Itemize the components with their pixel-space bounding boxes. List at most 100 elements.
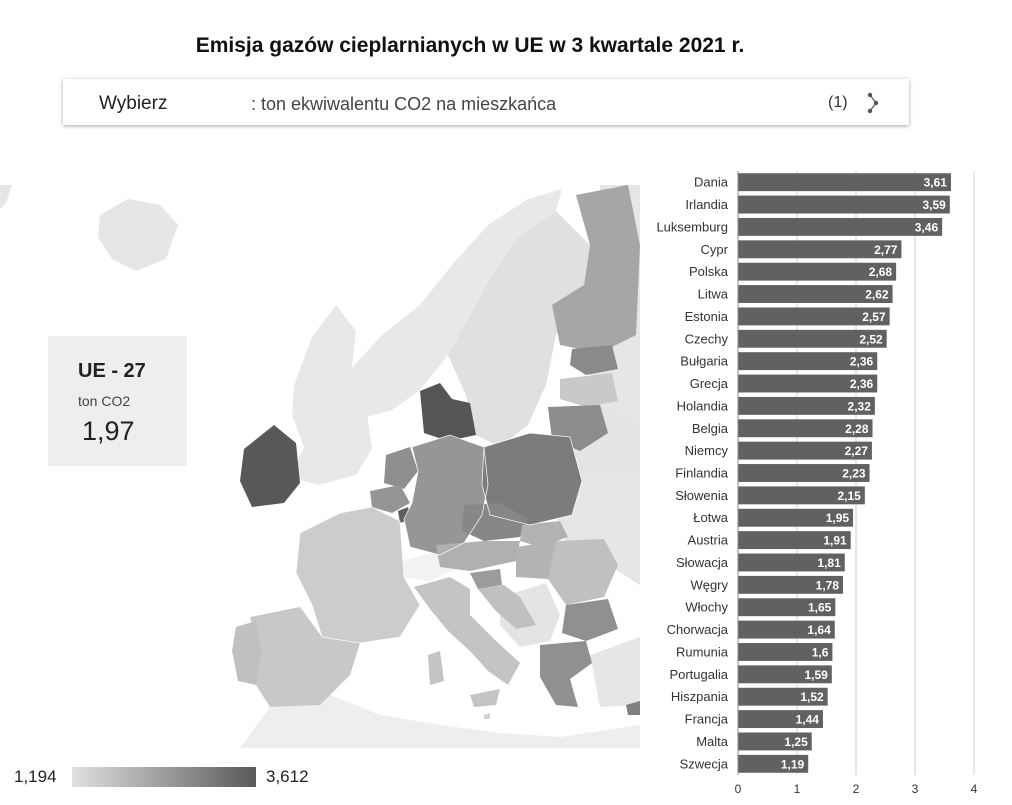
bar[interactable] [738, 217, 943, 236]
data-label: 3,46 [915, 220, 939, 234]
bar[interactable] [738, 262, 897, 281]
category-label: Węgry [690, 577, 728, 592]
map-norway [350, 189, 562, 417]
category-label: Estonia [685, 309, 729, 324]
bar[interactable] [738, 553, 845, 572]
bar[interactable] [738, 508, 854, 527]
metric-selector[interactable]: Wybierz : ton ekwiwalentu CO2 na mieszka… [63, 79, 909, 125]
bar-chart: 0 1 2 3 4 Dania 3,61 Irlandia 3,59 Luksemburg 3,46… [640, 165, 1012, 805]
data-label: 2,27 [845, 444, 869, 458]
bar[interactable] [738, 620, 835, 639]
category-label: Hiszpania [671, 689, 729, 704]
bar[interactable] [738, 441, 872, 460]
kpi-unit: ton CO2 [78, 393, 131, 409]
category-label: Grecja [690, 376, 729, 391]
data-label: 2,77 [874, 243, 898, 257]
data-label: 2,36 [850, 377, 874, 391]
bar[interactable] [738, 486, 865, 505]
bar[interactable] [738, 643, 833, 661]
data-label: 1,25 [784, 735, 808, 749]
page-title: Emisja gazów cieplarnianych w UE w 3 kwa… [195, 34, 745, 57]
selector-label: Wybierz [99, 93, 168, 114]
map-romania [548, 539, 618, 605]
category-label: Irlandia [685, 197, 728, 212]
data-label: 3,61 [924, 176, 948, 190]
category-label: Słowacja [676, 555, 729, 570]
kpi-scorecard: UE - 27 ton CO2 1,97 [48, 336, 187, 466]
kpi-title: UE - 27 [78, 360, 146, 382]
bar[interactable] [738, 464, 870, 482]
bar[interactable] [738, 575, 844, 594]
data-label: 2,28 [845, 422, 869, 436]
category-label: Austria [688, 533, 729, 548]
data-label: 3,59 [922, 198, 946, 212]
bar[interactable] [738, 396, 875, 415]
map-croatia [478, 585, 536, 629]
bar[interactable] [738, 598, 836, 617]
x-tick-label: 4 [971, 782, 978, 796]
bar[interactable] [738, 374, 878, 393]
map-greece [540, 641, 592, 707]
bar[interactable] [738, 732, 812, 751]
map-france [296, 507, 420, 643]
map-austria [436, 541, 520, 571]
category-label: Bułgaria [680, 354, 728, 369]
x-tick-label: 0 [735, 782, 742, 796]
data-label: 1,64 [807, 623, 831, 637]
data-label: 2,57 [862, 310, 886, 324]
kpi-value: 1,97 [82, 416, 135, 446]
bar[interactable] [738, 754, 809, 773]
bar[interactable] [738, 285, 893, 303]
map-turkey [590, 637, 640, 707]
map-sicily [470, 689, 500, 707]
more-vertical-icon[interactable] [866, 91, 880, 115]
data-label: 1,59 [804, 668, 828, 682]
bar[interactable] [738, 710, 823, 729]
x-tick-label: 2 [853, 782, 860, 796]
legend-max-label: 3,612 [266, 767, 309, 786]
map-latvia [560, 373, 618, 407]
map-finland [552, 185, 640, 353]
bar[interactable] [738, 307, 890, 326]
map-spain [250, 607, 360, 707]
map-uk [290, 305, 372, 485]
map-greenland-edge [0, 185, 12, 209]
category-label: Malta [696, 734, 729, 749]
category-label: Czechy [685, 331, 729, 346]
bar[interactable] [738, 665, 832, 684]
category-label: Polska [689, 264, 729, 279]
category-label: Włochy [685, 600, 728, 615]
category-label: Litwa [698, 287, 729, 302]
map-slovakia [520, 521, 568, 547]
data-label: 1,95 [826, 511, 850, 525]
data-label: 1,65 [808, 601, 832, 615]
category-label: Finlandia [675, 466, 729, 481]
category-label: Niemcy [685, 443, 729, 458]
europe-map[interactable] [0, 185, 640, 748]
data-label: 2,23 [842, 467, 866, 481]
category-label: Szwecja [680, 756, 729, 771]
map-sweden [448, 211, 590, 447]
category-label: Rumunia [676, 644, 729, 659]
data-label: 2,36 [850, 355, 874, 369]
map-ireland [240, 425, 300, 507]
data-label: 2,52 [859, 332, 883, 346]
category-label: Portugalia [669, 667, 728, 682]
map-poland [482, 433, 582, 525]
bar[interactable] [738, 352, 878, 371]
bar[interactable] [738, 173, 951, 192]
bar[interactable] [738, 329, 887, 348]
bar[interactable] [738, 687, 828, 706]
category-label: Dania [694, 175, 729, 190]
bar[interactable] [738, 195, 950, 214]
data-label: 2,68 [869, 265, 893, 279]
bar[interactable] [738, 531, 851, 550]
category-label: Cypr [701, 242, 729, 257]
map-bulgaria [562, 599, 618, 641]
color-scale-legend: 1,194 3,612 [0, 762, 340, 792]
map-netherlands [384, 447, 418, 489]
bar[interactable] [738, 240, 902, 259]
map-slovenia [470, 569, 502, 589]
category-label: Holandia [677, 398, 729, 413]
bar[interactable] [738, 419, 873, 438]
